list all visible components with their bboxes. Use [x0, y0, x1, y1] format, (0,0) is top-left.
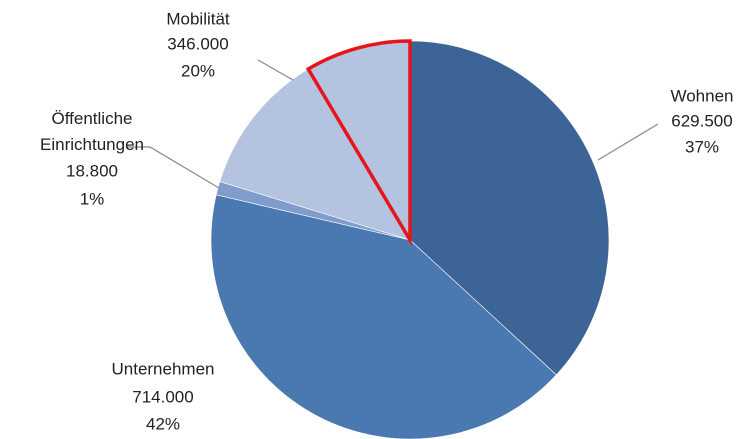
- percent-label: 1%: [80, 189, 105, 208]
- leader-line: [597, 123, 659, 161]
- highlight-slice: [305, 39, 412, 247]
- category-label: Wohnen: [670, 86, 733, 105]
- leader-line: [126, 146, 220, 189]
- pie-slice: [210, 194, 557, 439]
- value-label: 346.000: [167, 34, 228, 53]
- value-label: 18.800: [66, 161, 118, 180]
- category-label: Öffentliche Einrichtungen: [40, 109, 144, 154]
- percent-label: 37%: [685, 137, 719, 156]
- category-label: Unternehmen: [111, 359, 214, 378]
- pie-slice: [409, 40, 610, 376]
- value-label: 714.000: [132, 387, 193, 406]
- category-label: Mobilität: [166, 9, 230, 28]
- value-label: 629.500: [671, 111, 732, 130]
- percent-label: 42%: [146, 414, 180, 433]
- percent-label: 20%: [181, 61, 215, 80]
- leader-line: [257, 59, 294, 81]
